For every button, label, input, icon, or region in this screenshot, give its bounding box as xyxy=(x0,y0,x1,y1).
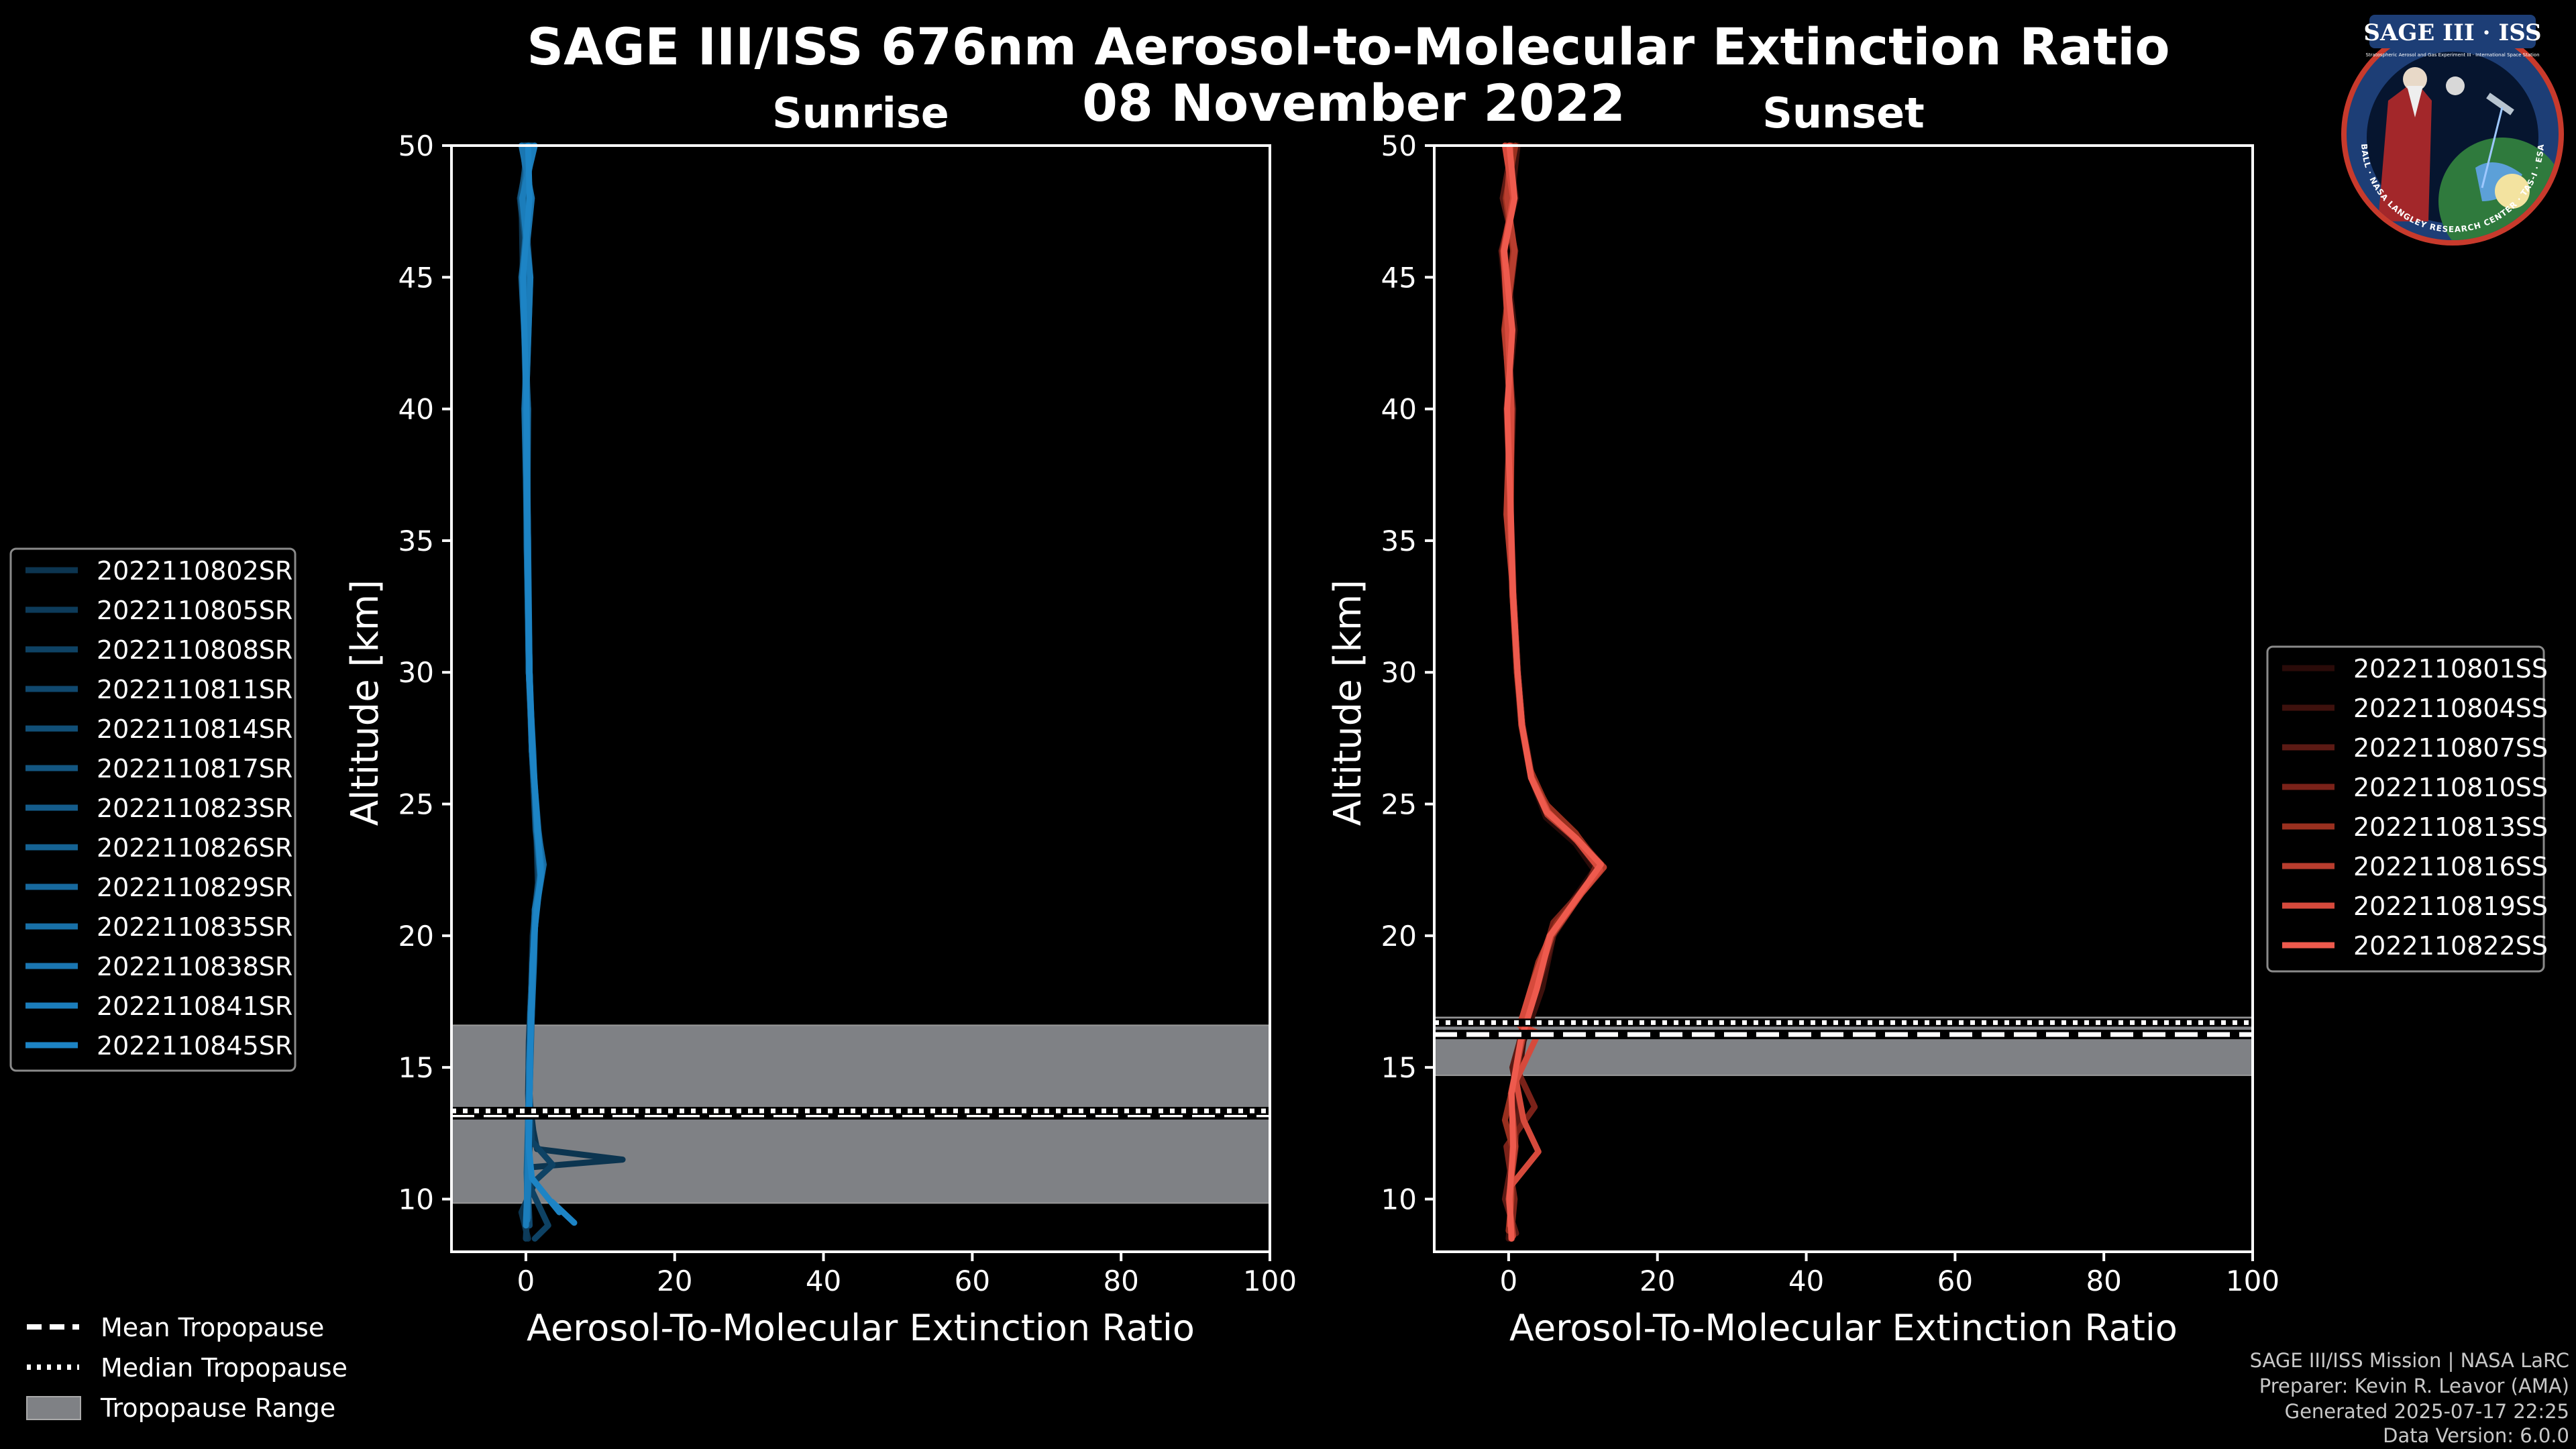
sunset-legend-label: 2022110807SS xyxy=(2353,733,2548,763)
logo-small-text: Stratospheric Aerosol and Gas Experiment… xyxy=(2365,52,2539,58)
sunrise-legend-label: 2022110829SR xyxy=(97,873,292,902)
logo-title-plate xyxy=(2369,15,2536,48)
sun-icon xyxy=(2495,174,2530,209)
sunrise-y-tick-label: 45 xyxy=(398,261,434,294)
sunset-tropopause-range-band xyxy=(1434,1016,2253,1076)
iss-icon xyxy=(2486,93,2514,115)
sunrise-legend-label: 2022110845SR xyxy=(97,1031,292,1061)
sunrise-legend-label: 2022110826SR xyxy=(97,833,292,863)
sunrise-legend-label: 2022110817SR xyxy=(97,754,292,784)
sunrise-series-line-2022110845SR xyxy=(520,142,578,1226)
sunset-x-tick-label: 0 xyxy=(1500,1265,1518,1297)
sunrise-x-tick-label: 0 xyxy=(517,1265,535,1297)
logo-title: SAGE III · ISS xyxy=(2363,19,2541,46)
sunset-y-tick-label: 30 xyxy=(1381,656,1417,689)
sunrise-y-tick-label: 35 xyxy=(398,525,434,557)
line-of-sight-icon xyxy=(2481,107,2504,189)
sunset-y-tick-label: 50 xyxy=(1381,129,1417,162)
moon-icon xyxy=(2446,76,2465,95)
tropopause-range-label: Tropopause Range xyxy=(100,1393,335,1423)
credit-generated: Generated 2025-07-17 22:25 xyxy=(2285,1400,2569,1423)
chart-date: 08 November 2022 xyxy=(1082,73,1625,133)
sunset-y-tick-label: 15 xyxy=(1381,1051,1417,1084)
sunrise-panel: Sunrise 0 20 40 60 80 100 10 15 20 25 30 35 40 45 50 Aer… xyxy=(343,89,1297,1349)
sunrise-x-tick-label: 40 xyxy=(806,1265,841,1297)
sunrise-legend-label: 2022110841SR xyxy=(97,991,292,1021)
sunrise-y-tick-label: 15 xyxy=(398,1051,434,1084)
sunrise-legend-frame xyxy=(9,547,297,1072)
sunrise-legend-label: 2022110805SR xyxy=(97,596,292,625)
sunset-legend-label: 2022110816SS xyxy=(2353,852,2548,881)
sunrise-y-tick-label: 30 xyxy=(398,656,434,689)
median-tropopause-label: Median Tropopause xyxy=(101,1353,347,1383)
sunset-y-tick-label: 45 xyxy=(1381,261,1417,294)
sunset-legend: 2022110801SS 2022110804SS 2022110807SS 2022… xyxy=(2266,645,2548,973)
sunset-series-line-2022110822SS xyxy=(1501,142,1604,1242)
astronomer-robe-icon xyxy=(2378,80,2432,221)
sunrise-legend-label: 2022110823SR xyxy=(97,794,292,823)
sunrise-panel-title: Sunrise xyxy=(772,89,949,138)
sunset-y-axis-label: Altitude [km] xyxy=(1326,580,1370,826)
credit-version: Data Version: 6.0.0 xyxy=(2383,1424,2569,1447)
credit-mission: SAGE III/ISS Mission | NASA LaRC xyxy=(2250,1349,2569,1372)
astronomer-beard-icon xyxy=(2407,86,2423,117)
sunrise-y-tick-label: 40 xyxy=(398,393,434,426)
sunset-legend-frame xyxy=(2266,645,2545,973)
credits: SAGE III/ISS Mission | NASA LaRC Prepare… xyxy=(2250,1349,2569,1447)
credit-preparer: Preparer: Kevin R. Leavor (AMA) xyxy=(2259,1375,2569,1397)
sunset-x-tick-label: 60 xyxy=(1937,1265,1973,1297)
sunset-axes-frame xyxy=(1433,144,2254,1253)
sunrise-axes-frame xyxy=(450,144,1271,1253)
sunset-x-tick-label: 80 xyxy=(2086,1265,2121,1297)
sunrise-legend-label: 2022110814SR xyxy=(97,714,292,744)
sunrise-y-tick-label: 25 xyxy=(398,788,434,821)
mean-tropopause-label: Mean Tropopause xyxy=(101,1313,324,1342)
sunset-legend-label: 2022110804SS xyxy=(2353,694,2548,723)
sunrise-legend: 2022110802SR 2022110805SR 2022110808SR 2022… xyxy=(9,547,297,1072)
tropopause-legend: Mean Tropopause Median Tropopause Tropop… xyxy=(26,1313,347,1423)
sunrise-legend-label: 2022110835SR xyxy=(97,912,292,942)
sunset-y-tick-label: 40 xyxy=(1381,393,1417,426)
sunrise-x-axis-label: Aerosol-To-Molecular Extinction Ratio xyxy=(527,1307,1195,1349)
sunrise-y-tick-label: 10 xyxy=(398,1183,434,1216)
sunset-x-tick-label: 40 xyxy=(1788,1265,1824,1297)
sunrise-legend-label: 2022110808SR xyxy=(97,635,292,665)
sunrise-y-tick-label: 50 xyxy=(398,129,434,162)
sunrise-y-axis-label: Altitude [km] xyxy=(343,580,387,826)
sunset-x-axis-label: Aerosol-To-Molecular Extinction Ratio xyxy=(1509,1307,2178,1349)
sunrise-legend-label: 2022110802SR xyxy=(97,556,292,586)
sunrise-x-tick-label: 100 xyxy=(1243,1265,1297,1297)
sage-iii-iss-logo: SAGE III · ISS Stratospheric Aerosol and… xyxy=(2341,15,2564,246)
sunset-legend-label: 2022110813SS xyxy=(2353,812,2548,842)
sunset-y-tick-label: 35 xyxy=(1381,525,1417,557)
sunset-legend-label: 2022110801SS xyxy=(2353,654,2548,684)
sunrise-legend-label: 2022110811SR xyxy=(97,675,292,704)
sunset-panel: Sunset 0 20 40 60 80 100 10 15 20 25 30 35 40 45 50 Aero… xyxy=(1326,89,2279,1349)
sunrise-x-tick-label: 60 xyxy=(955,1265,990,1297)
sunset-y-tick-label: 20 xyxy=(1381,920,1417,953)
sunset-x-tick-label: 100 xyxy=(2226,1265,2279,1297)
sunrise-legend-label: 2022110838SR xyxy=(97,952,292,981)
astronomer-head-icon xyxy=(2403,67,2427,91)
sunset-legend-label: 2022110810SS xyxy=(2353,773,2548,802)
sunset-panel-title: Sunset xyxy=(1762,89,1925,138)
sunrise-x-tick-label: 20 xyxy=(657,1265,692,1297)
sunset-y-tick-label: 10 xyxy=(1381,1183,1417,1216)
chart-title: SAGE III/ISS 676nm Aerosol-to-Molecular … xyxy=(527,17,2169,76)
tropopause-range-swatch xyxy=(26,1396,81,1420)
sunrise-y-tick-label: 20 xyxy=(398,920,434,953)
sunset-y-tick-label: 25 xyxy=(1381,788,1417,821)
sunrise-x-tick-label: 80 xyxy=(1103,1265,1138,1297)
sunset-x-tick-label: 20 xyxy=(1640,1265,1675,1297)
sunset-legend-label: 2022110822SS xyxy=(2353,931,2548,961)
sunset-legend-label: 2022110819SS xyxy=(2353,892,2548,921)
